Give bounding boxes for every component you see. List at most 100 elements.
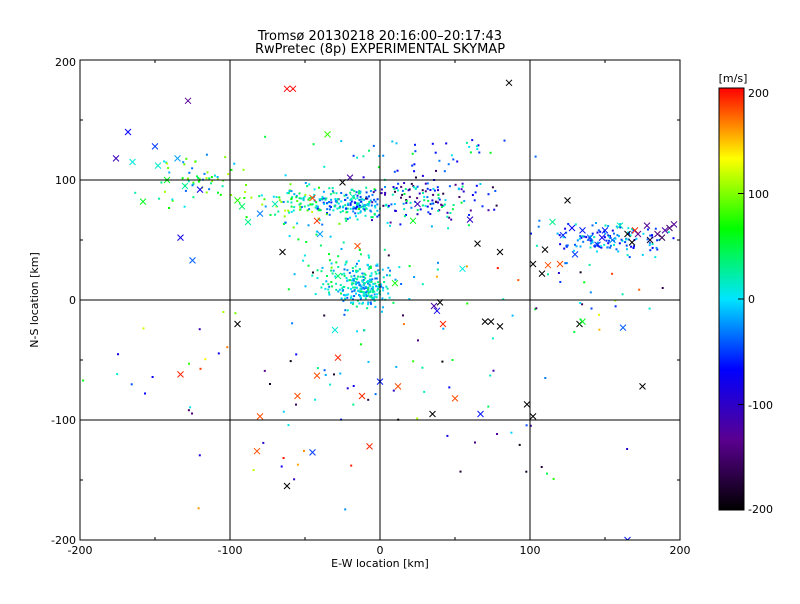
data-point-dot xyxy=(362,176,365,179)
data-point-dot xyxy=(299,205,302,208)
data-point-dot xyxy=(380,283,382,286)
data-point-dot xyxy=(426,182,429,185)
data-point-dot xyxy=(358,294,361,296)
data-point-dot xyxy=(206,171,209,174)
data-point-dot xyxy=(360,296,362,299)
data-point-dot xyxy=(371,291,374,294)
data-point-dot xyxy=(329,235,332,238)
data-point-dot xyxy=(391,140,394,143)
data-point-dot xyxy=(397,182,400,185)
data-point-dot xyxy=(452,204,455,206)
data-point-dot xyxy=(384,191,387,194)
data-point-dot xyxy=(578,237,581,240)
data-point-dot xyxy=(621,293,624,296)
data-point-dot xyxy=(369,190,372,192)
data-point-dot xyxy=(346,279,349,282)
data-point-dot xyxy=(638,288,641,291)
data-point-dot xyxy=(603,236,606,239)
data-point-x xyxy=(409,217,417,225)
data-point-dot xyxy=(540,466,543,468)
data-point-dot xyxy=(355,305,358,308)
data-point-dot xyxy=(278,199,281,202)
data-point-dot xyxy=(456,160,459,163)
data-point-dot xyxy=(370,302,372,305)
data-point-dot xyxy=(286,192,289,195)
data-point-dot xyxy=(574,223,577,226)
data-point-dot xyxy=(395,187,398,190)
data-point-dot xyxy=(609,244,612,247)
data-point-dot xyxy=(401,189,404,192)
data-point-dot xyxy=(282,457,285,459)
data-point-dot xyxy=(364,214,367,217)
data-point-dot xyxy=(192,196,195,199)
data-point-dot xyxy=(367,282,369,285)
data-point-dot xyxy=(641,253,644,256)
data-point-dot xyxy=(350,295,353,298)
data-point-dot xyxy=(487,405,490,408)
data-point-dot xyxy=(564,262,567,265)
data-point-dot xyxy=(434,151,437,154)
data-point-dot xyxy=(356,330,359,333)
data-point-dot xyxy=(366,197,369,200)
data-point-dot xyxy=(648,307,651,310)
data-point-x xyxy=(594,241,601,249)
data-point-dot xyxy=(184,189,187,192)
data-point-dot xyxy=(335,288,338,291)
data-point-dot xyxy=(340,200,343,203)
data-point-dot xyxy=(375,296,378,299)
data-point-dot xyxy=(188,171,191,174)
data-point-x xyxy=(487,318,495,325)
data-point-dot xyxy=(160,181,163,184)
data-point-dot xyxy=(352,207,355,210)
data-point-dot xyxy=(412,186,415,189)
data-point-dot xyxy=(608,239,610,242)
data-point-dot xyxy=(451,359,454,361)
data-point-x xyxy=(496,248,504,256)
data-point-dot xyxy=(380,188,383,191)
data-point-dot xyxy=(347,293,350,296)
data-point-dot xyxy=(529,424,532,427)
data-point-dot xyxy=(335,261,338,264)
data-point-dot xyxy=(355,283,357,286)
data-point-dot xyxy=(199,367,202,370)
data-point-dot xyxy=(340,248,343,250)
data-point-dot xyxy=(405,200,408,203)
data-point-dot xyxy=(400,196,402,199)
data-point-dot xyxy=(656,239,659,242)
data-point-dot xyxy=(343,274,346,277)
data-point-dot xyxy=(291,322,294,325)
data-point-dot xyxy=(621,239,624,242)
data-point-dot xyxy=(197,177,200,179)
data-point-dot xyxy=(373,188,376,191)
data-point-dot xyxy=(326,208,329,211)
data-point-dot xyxy=(352,278,355,280)
data-point-dot xyxy=(330,201,333,204)
data-point-dot xyxy=(356,204,359,207)
data-point-dot xyxy=(370,204,373,207)
data-point-dot xyxy=(350,279,353,282)
data-point-dot xyxy=(373,290,376,293)
data-point-dot xyxy=(437,261,439,264)
data-point-x xyxy=(244,218,252,226)
data-point-dot xyxy=(316,269,319,272)
data-point-dot xyxy=(414,150,417,153)
data-point-x xyxy=(234,320,241,328)
data-point-dot xyxy=(296,200,299,202)
data-point-dot xyxy=(216,176,219,178)
data-point-dot xyxy=(467,224,470,227)
data-point-dot xyxy=(376,203,379,206)
data-point-dot xyxy=(187,180,190,183)
data-point-x xyxy=(139,198,147,205)
data-point-dot xyxy=(672,237,675,240)
data-point-dot xyxy=(359,294,362,297)
data-point-dot xyxy=(416,197,419,200)
data-point-dot xyxy=(363,198,366,201)
data-point-dot xyxy=(351,188,354,191)
data-point-dot xyxy=(362,286,365,289)
data-point-dot xyxy=(423,390,426,393)
data-point-dot xyxy=(389,269,391,272)
data-point-dot xyxy=(441,360,444,363)
data-point-dot xyxy=(624,241,627,244)
data-point-dot xyxy=(366,281,369,284)
data-point-dot xyxy=(367,292,370,294)
